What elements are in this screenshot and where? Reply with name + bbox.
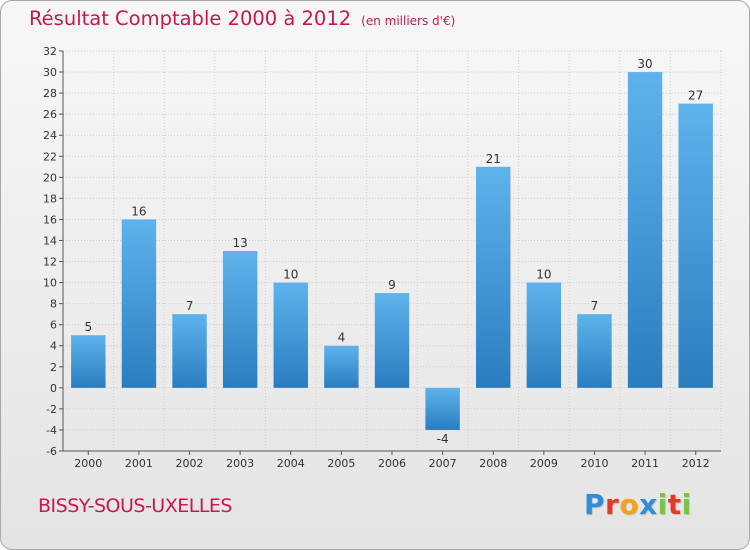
grid-lines — [62, 50, 722, 452]
bar-2001 — [121, 219, 157, 388]
data-label-2001: 16 — [131, 204, 146, 218]
logo-letter: x — [639, 488, 658, 521]
x-tick-label: 2000 — [74, 457, 102, 470]
chart-title-text: Résultat Comptable 2000 à 2012 — [29, 7, 352, 30]
x-tick-label: 2005 — [327, 457, 355, 470]
data-label-2002: 7 — [186, 299, 194, 313]
chart-title: Résultat Comptable 2000 à 2012 (en millie… — [29, 7, 455, 30]
x-tick-label: 2001 — [125, 457, 153, 470]
y-tick-label: 20 — [43, 171, 57, 184]
y-tick-label: 10 — [43, 277, 57, 290]
logo-letter: i — [681, 488, 692, 521]
y-tick-label: -4 — [46, 424, 57, 437]
data-label-2010: 7 — [591, 299, 599, 313]
data-label-2011: 30 — [637, 57, 652, 71]
data-label-2012: 27 — [688, 89, 703, 103]
y-tick-label: 32 — [43, 45, 57, 58]
y-tick-label: 12 — [43, 256, 57, 269]
proxiti-logo[interactable]: Proxiti — [584, 488, 692, 521]
x-tick-label: 2009 — [530, 457, 558, 470]
y-tick-label: 0 — [50, 382, 57, 395]
bar-2003 — [222, 251, 258, 388]
data-label-2009: 10 — [536, 268, 551, 282]
y-tick-label: 24 — [43, 129, 57, 142]
data-labels: 5 16 7 13 10 4 9 -4 21 10 7 30 27 — [84, 57, 703, 446]
bars — [71, 72, 713, 430]
bar-2012 — [678, 103, 713, 388]
y-tick-label: 30 — [43, 66, 57, 79]
y-tick-label: 8 — [50, 298, 57, 311]
data-label-2005: 4 — [338, 331, 346, 345]
y-tick-label: 14 — [43, 234, 57, 247]
y-tick-label: -2 — [46, 403, 57, 416]
y-tick-label: 28 — [43, 87, 57, 100]
logo-letter: i — [657, 488, 668, 521]
x-tick-label: 2003 — [226, 457, 254, 470]
bar-2000 — [71, 335, 106, 388]
bar-2011 — [627, 72, 663, 388]
x-tick-label: 2010 — [580, 457, 608, 470]
x-tick-label: 2011 — [631, 457, 659, 470]
data-label-2004: 10 — [283, 268, 298, 282]
chart-subtitle: (en milliers d'€) — [361, 14, 456, 28]
commune-name: BISSY-SOUS-UXELLES — [38, 495, 232, 517]
data-label-2006: 9 — [388, 278, 396, 292]
bar-2009 — [526, 282, 562, 388]
bar-2006 — [374, 293, 410, 388]
x-tick-label: 2008 — [479, 457, 507, 470]
logo-letter: r — [605, 488, 620, 521]
x-tick-label: 2002 — [176, 457, 204, 470]
y-tick-label: 18 — [43, 192, 57, 205]
data-label-2003: 13 — [233, 236, 248, 250]
y-tick-label: 4 — [50, 340, 57, 353]
logo-letter: P — [584, 488, 606, 521]
data-label-2008: 21 — [486, 152, 501, 166]
y-tick-label: 22 — [43, 150, 57, 163]
x-tick-label: 2006 — [378, 457, 406, 470]
data-label-2000: 5 — [84, 320, 92, 334]
data-label-2007: -4 — [437, 432, 449, 446]
bar-2002 — [172, 314, 207, 388]
bar-2007 — [425, 387, 460, 430]
y-tick-label: 26 — [43, 108, 57, 121]
x-tick-label: 2012 — [682, 457, 710, 470]
bar-2005 — [324, 345, 359, 388]
y-tick-label: 2 — [50, 361, 57, 374]
x-tick-label: 2004 — [277, 457, 305, 470]
bar-2004 — [273, 282, 308, 388]
logo-letter: o — [619, 488, 640, 521]
bar-2010 — [577, 314, 612, 388]
y-tick-label: 16 — [43, 213, 57, 226]
y-tick-label: 6 — [50, 319, 57, 332]
bar-2008 — [476, 166, 511, 388]
y-tick-label: -6 — [46, 445, 57, 458]
logo-letter: t — [667, 488, 682, 521]
x-tick-label: 2007 — [429, 457, 457, 470]
